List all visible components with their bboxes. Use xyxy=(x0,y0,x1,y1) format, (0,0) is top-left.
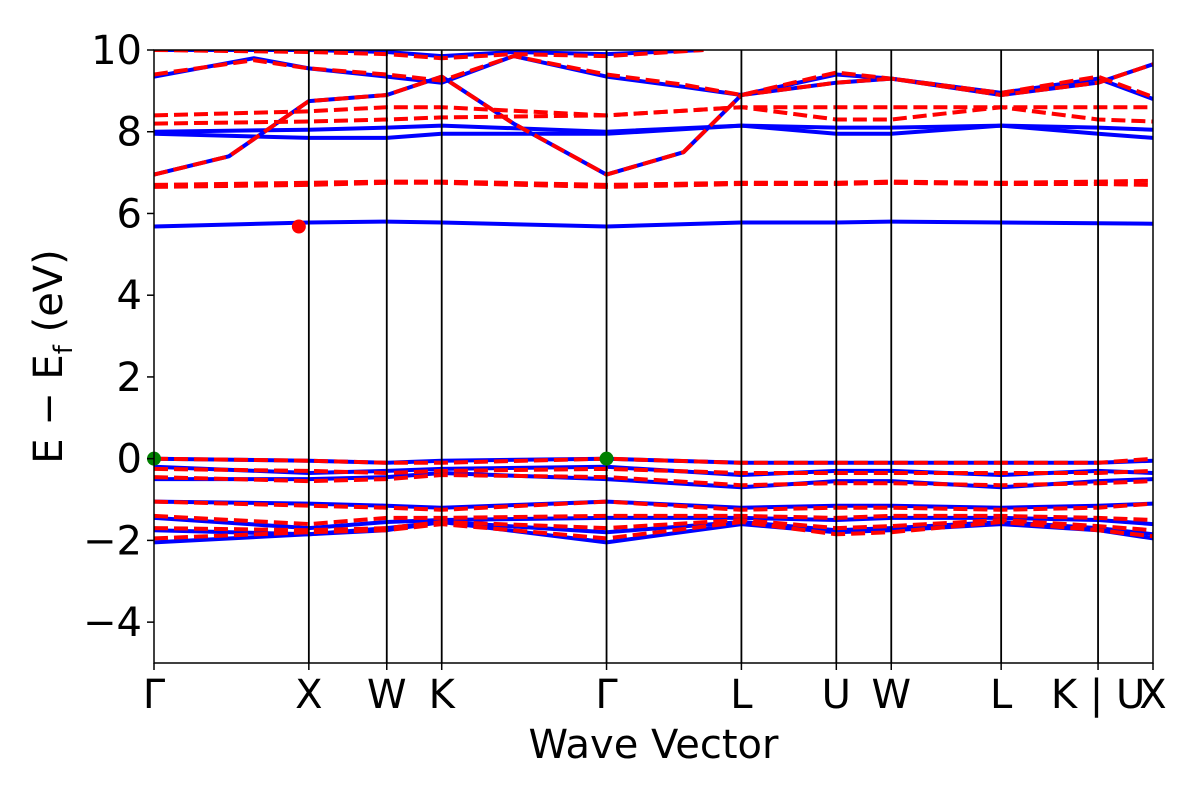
x-tick-label-0: Γ xyxy=(143,672,166,718)
x-tick-label-2: W xyxy=(367,672,407,718)
solid-band-9 xyxy=(154,123,1153,134)
y-tick-label-6: 8 xyxy=(117,110,142,156)
y-tick-label-4: 4 xyxy=(117,273,142,319)
y-axis: −4 −2 0 2 4 6 8 10 xyxy=(83,28,154,646)
x-tick-label-8: L xyxy=(990,672,1013,718)
extremum-marker-2 xyxy=(291,219,306,234)
y-axis-label: E − Ef (eV) xyxy=(26,249,79,464)
x-tick-label-1: X xyxy=(295,672,322,718)
y-axis-label-subscript: f xyxy=(49,344,79,354)
y-tick-label-5: 6 xyxy=(117,191,142,237)
plot-frame xyxy=(153,49,1154,664)
dashed-band-10 xyxy=(154,105,1153,118)
x-axis-label: Wave Vector xyxy=(529,722,780,768)
y-tick-label-2: 0 xyxy=(117,437,142,483)
dashed-band-8 xyxy=(154,178,1153,187)
x-tick-label-10: X xyxy=(1139,672,1166,718)
y-tick-label-3: 2 xyxy=(117,355,142,401)
bands-layer xyxy=(154,50,1153,545)
y-tick-label-0: −4 xyxy=(83,600,142,646)
dashed-band-12 xyxy=(154,54,1153,99)
y-axis-label-unit: (eV) xyxy=(26,249,72,345)
x-tick-label-3: K xyxy=(429,672,457,718)
extremum-marker-1 xyxy=(599,451,614,466)
y-axis-label-main: E − E xyxy=(26,354,72,464)
kpoint-lines xyxy=(307,50,1099,663)
x-tick-label-9: K | U xyxy=(1051,672,1145,718)
y-tick-label-7: 10 xyxy=(91,28,142,74)
x-tick-label-6: U xyxy=(822,672,851,718)
y-tick-label-1: −2 xyxy=(83,518,142,564)
x-tick-label-5: L xyxy=(730,672,753,718)
x-tick-label-7: W xyxy=(871,672,911,718)
extrema-markers xyxy=(147,219,614,466)
x-tick-label-4: Γ xyxy=(595,672,618,718)
